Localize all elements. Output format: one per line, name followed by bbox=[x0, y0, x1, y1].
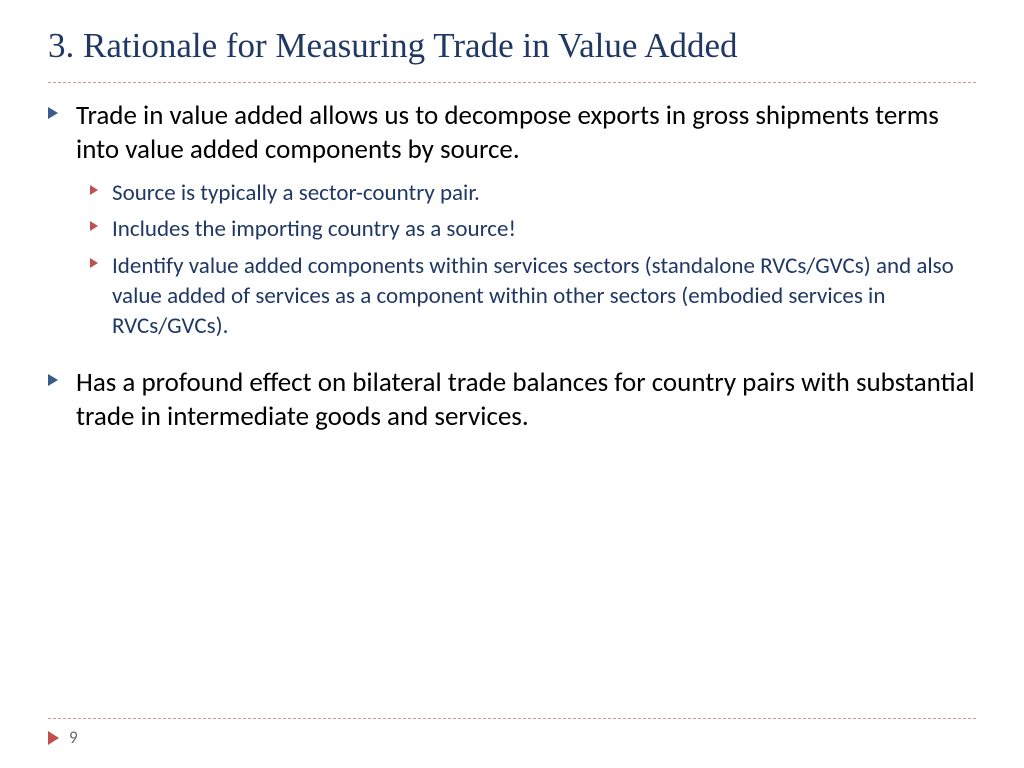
title-divider bbox=[48, 82, 976, 83]
bullet-text: Identify value added components within s… bbox=[112, 251, 976, 342]
page-number: 9 bbox=[69, 727, 78, 748]
bullet-level2: Identify value added components within s… bbox=[90, 251, 976, 342]
slide: 3. Rationale for Measuring Trade in Valu… bbox=[0, 0, 1024, 768]
triangle-icon bbox=[48, 366, 76, 386]
bullet-level1: Has a profound effect on bilateral trade… bbox=[48, 366, 976, 435]
triangle-icon bbox=[90, 251, 112, 268]
triangle-icon bbox=[90, 178, 112, 195]
slide-title: 3. Rationale for Measuring Trade in Valu… bbox=[48, 24, 976, 68]
content-area: Trade in value added allows us to decomp… bbox=[48, 99, 976, 435]
footer-divider bbox=[48, 718, 976, 719]
bullet-text: Trade in value added allows us to decomp… bbox=[76, 99, 976, 168]
page-indicator: 9 bbox=[48, 727, 976, 748]
slide-footer: 9 bbox=[48, 718, 976, 748]
bullet-level2: Includes the importing country as a sour… bbox=[90, 214, 976, 244]
triangle-icon bbox=[48, 99, 76, 119]
bullet-text: Source is typically a sector-country pai… bbox=[112, 178, 480, 208]
bullet-text: Includes the importing country as a sour… bbox=[112, 214, 516, 244]
bullet-level2: Source is typically a sector-country pai… bbox=[90, 178, 976, 208]
bullet-text: Has a profound effect on bilateral trade… bbox=[76, 366, 976, 435]
triangle-icon bbox=[90, 214, 112, 231]
triangle-icon bbox=[48, 731, 59, 745]
sub-bullet-group: Source is typically a sector-country pai… bbox=[90, 178, 976, 342]
bullet-level1: Trade in value added allows us to decomp… bbox=[48, 99, 976, 168]
